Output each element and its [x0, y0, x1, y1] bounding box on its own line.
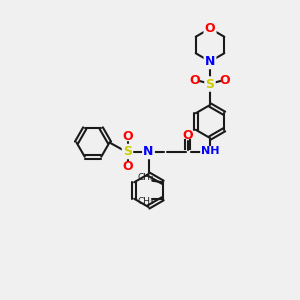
Text: O: O — [122, 130, 133, 143]
Text: O: O — [205, 22, 215, 35]
Text: O: O — [182, 129, 193, 142]
Text: S: S — [123, 145, 132, 158]
Text: O: O — [190, 74, 200, 88]
Text: N: N — [205, 55, 215, 68]
Text: CH₃: CH₃ — [137, 197, 154, 206]
Text: N: N — [143, 145, 154, 158]
Text: CH₃: CH₃ — [137, 173, 154, 182]
Text: O: O — [122, 160, 133, 173]
Text: O: O — [220, 74, 230, 88]
Text: NH: NH — [201, 146, 219, 157]
Text: S: S — [206, 77, 214, 91]
